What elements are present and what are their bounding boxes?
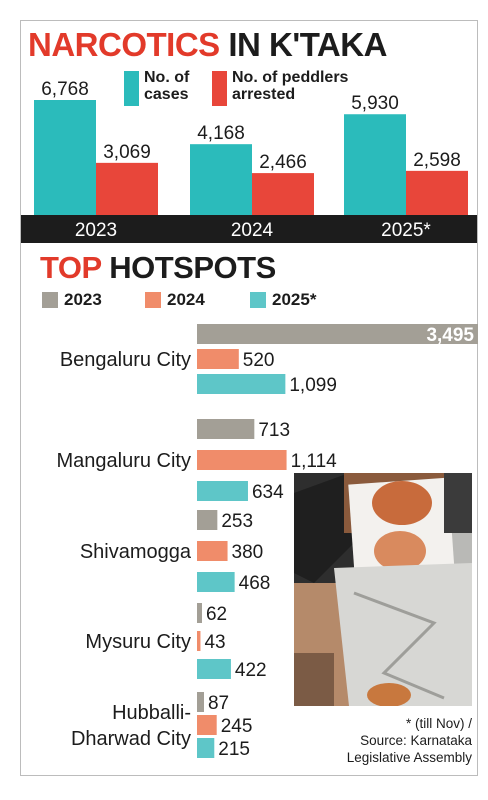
legend-2025-swatch — [250, 292, 266, 308]
bar-mangaluru-city-2025 — [197, 481, 248, 501]
infographic-frame — [20, 20, 478, 776]
data-label-mysuru-city-2024: 43 — [204, 632, 225, 653]
legend-peddlers-label: No. of peddlers arrested — [232, 69, 348, 103]
data-label-shivamogga-2025: 468 — [239, 573, 271, 594]
category-label-shivamogga: Shivamogga — [80, 541, 192, 563]
x-tick-label-2024: 2024 — [231, 220, 274, 241]
bar-hubballi-dharwad-city-2024 — [197, 715, 217, 735]
note-line3: Legislative Assembly — [346, 750, 472, 765]
bar-mysuru-city-2023 — [197, 603, 202, 623]
legend-2023-label: 2023 — [64, 290, 102, 309]
legend-cases-line2: cases — [144, 86, 189, 103]
bar-peddlers-2023 — [96, 162, 158, 215]
x-tick-label-2023: 2023 — [75, 220, 117, 241]
note-line2: Source: Karnataka — [360, 733, 472, 748]
bar-cases-2025* — [344, 114, 406, 215]
legend-cases-label: No. of cases — [144, 69, 189, 103]
bar-mangaluru-city-2024 — [197, 450, 287, 470]
data-label-mysuru-city-2023: 62 — [206, 604, 227, 625]
hotspots-title-part1: TOP — [40, 250, 102, 285]
hotspots-title: TOP HOTSPOTS — [40, 250, 276, 286]
chart-title: NARCOTICS IN K'TAKA — [28, 26, 387, 64]
bar-hubballi-dharwad-city-2023 — [197, 692, 204, 712]
data-label-shivamogga-2024: 380 — [232, 542, 264, 563]
legend-peddlers-swatch — [212, 71, 227, 106]
hotspots-title-part2: HOTSPOTS — [109, 250, 276, 285]
bar-mysuru-city-2024 — [197, 631, 201, 651]
legend-peddlers-line2: arrested — [232, 86, 296, 103]
data-label-peddlers-2024: 2,466 — [259, 152, 307, 173]
data-label-peddlers-2023: 3,069 — [103, 142, 151, 163]
data-label-cases-2023: 6,768 — [41, 79, 89, 100]
category-label-mysuru-city: Mysuru City — [85, 631, 191, 653]
title-part1: NARCOTICS — [28, 26, 220, 63]
bar-peddlers-2025* — [406, 170, 468, 215]
bar-mangaluru-city-2023 — [197, 419, 255, 439]
data-label-hubballi-dharwad-city-2023: 87 — [208, 693, 229, 714]
legend-2024-label: 2024 — [167, 290, 205, 309]
bar-bengaluru-city-2025 — [197, 374, 286, 394]
bar-bengaluru-city-2024 — [197, 349, 239, 369]
bar-cases-2023 — [34, 100, 96, 215]
x-axis-band — [21, 215, 477, 243]
source-note: * (till Nov) / Source: Karnataka Legisla… — [347, 715, 472, 766]
data-label-mangaluru-city-2023: 713 — [258, 420, 290, 441]
bar-cases-2024 — [190, 144, 252, 215]
legend-2025-label: 2025* — [272, 290, 317, 309]
data-label-mangaluru-city-2025: 634 — [252, 482, 284, 503]
legend-cases-swatch — [124, 71, 139, 106]
data-label-peddlers-2025*: 2,598 — [413, 150, 461, 171]
data-label-cases-2025*: 5,930 — [351, 93, 399, 114]
legend-peddlers-line1: No. of peddlers — [232, 69, 349, 86]
bar-peddlers-2024 — [252, 173, 314, 215]
bar-shivamogga-2025 — [197, 572, 235, 592]
legend-2023-swatch — [42, 292, 58, 308]
legend-2024-swatch — [145, 292, 161, 308]
data-label-hubballi-dharwad-city-2024: 245 — [221, 716, 253, 737]
data-label-shivamogga-2023: 253 — [221, 511, 253, 532]
category-label-bengaluru-city: Bengaluru City — [60, 349, 191, 371]
category-label-mangaluru-city: Mangaluru City — [56, 450, 191, 472]
note-line1: * (till Nov) / — [405, 716, 472, 731]
title-part2: IN K'TAKA — [228, 26, 387, 63]
data-label-bengaluru-city-2023: 3,495 — [426, 325, 474, 346]
category-label-hubballi-dharwad-city-line2: Dharwad City — [71, 728, 191, 750]
bar-shivamogga-2023 — [197, 510, 218, 530]
bar-bengaluru-city-2023 — [197, 324, 478, 344]
data-label-cases-2024: 4,168 — [197, 123, 245, 144]
top-bar-chart: 6,768 3,069 2023 4,168 2,466 2024 5,930 2,598 20… — [21, 79, 477, 243]
seized-drugs-photo — [294, 473, 472, 706]
data-label-bengaluru-city-2024: 520 — [243, 350, 275, 371]
x-tick-label-2025*: 2025* — [381, 220, 431, 241]
bar-mysuru-city-2025 — [197, 659, 231, 679]
bar-hubballi-dharwad-city-2025 — [197, 738, 215, 758]
data-label-hubballi-dharwad-city-2025: 215 — [218, 739, 250, 760]
category-label-hubballi-dharwad-city-line1: Hubballi- — [112, 702, 191, 724]
data-label-bengaluru-city-2025: 1,099 — [289, 375, 337, 396]
legend-cases-line1: No. of — [144, 69, 190, 86]
bar-shivamogga-2024 — [197, 541, 228, 561]
data-label-mysuru-city-2025: 422 — [235, 660, 267, 681]
data-label-mangaluru-city-2024: 1,114 — [291, 451, 338, 472]
